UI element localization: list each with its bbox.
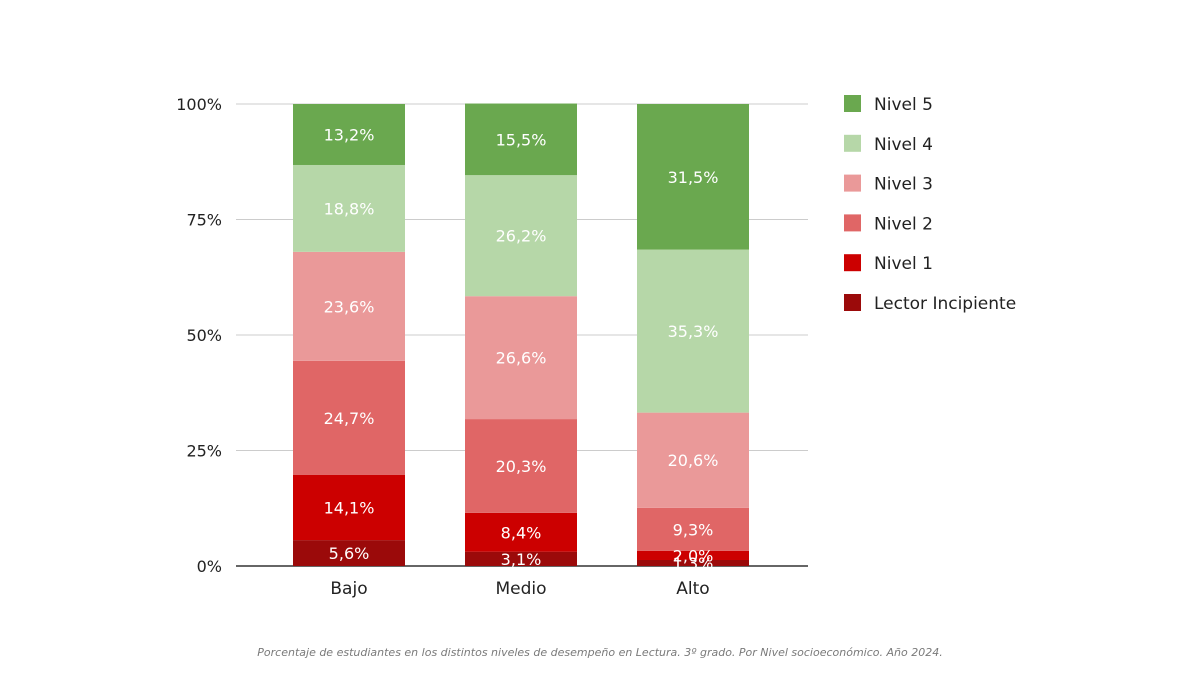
data-label: 15,5% <box>496 130 547 149</box>
data-label: 20,6% <box>668 451 719 470</box>
legend-swatch <box>844 134 861 152</box>
bar-stack-bajo: 5,6% 14,1% 24,7% 23,6% 18,8% 13,2% Bajo <box>293 104 405 599</box>
data-label: 3,1% <box>501 550 542 569</box>
data-label: 1,3% <box>673 554 714 573</box>
x-tick-label: Medio <box>495 579 546 599</box>
x-tick-label: Alto <box>676 579 709 599</box>
legend-label: Lector Incipiente <box>874 294 1016 314</box>
bar-stack-alto: 1,3%2,0% 9,3% 20,6% 35,3% 31,5% Alto <box>637 104 749 599</box>
legend-swatch <box>844 174 861 192</box>
data-label: 2,0% <box>673 546 714 565</box>
y-tick-label: 100% <box>176 95 222 114</box>
y-tick-label: 50% <box>186 326 222 345</box>
legend-swatch <box>844 214 861 232</box>
x-tick-label: Bajo <box>330 579 367 599</box>
bar-segment <box>293 360 405 475</box>
bar-segment <box>465 175 577 297</box>
data-label: 26,2% <box>496 227 547 246</box>
bar-segment <box>465 103 577 176</box>
data-label: 31,5% <box>668 168 719 187</box>
bar-segment <box>293 251 405 361</box>
bar-segment <box>637 249 749 413</box>
bar-segment <box>637 104 749 250</box>
bar-segment <box>637 559 749 566</box>
y-tick-label: 25% <box>186 442 222 461</box>
legend-label: Nivel 4 <box>874 135 933 155</box>
bar-segment <box>293 540 405 566</box>
bar-segment <box>637 550 749 560</box>
legend-swatch <box>844 95 861 112</box>
data-label: 24,7% <box>324 409 375 428</box>
y-tick-label: 0% <box>197 557 222 576</box>
data-label: 8,4% <box>501 523 542 542</box>
data-label: 23,6% <box>324 297 375 316</box>
data-label: 9,3% <box>673 520 714 539</box>
bar-segment <box>293 474 405 541</box>
legend-label: Nivel 3 <box>874 175 933 195</box>
legend-swatch <box>844 294 861 311</box>
bar-segment <box>637 412 749 508</box>
legend-label: Nivel 2 <box>874 214 933 234</box>
bars: 5,6% 14,1% 24,7% 23,6% 18,8% 13,2% Bajo 3,1% 8,4… <box>293 103 749 599</box>
data-label: 20,3% <box>496 457 547 476</box>
bar-segment <box>465 512 577 552</box>
data-label: 35,3% <box>668 322 719 341</box>
data-label: 14,1% <box>324 499 375 518</box>
bar-stack-medio: 3,1% 8,4% 20,3% 26,6% 26,2% 15,5% Medio <box>465 103 577 599</box>
legend-swatch <box>844 254 861 272</box>
data-label: 18,8% <box>324 199 375 218</box>
chart-caption: Porcentaje de estudiantes en los distint… <box>257 646 943 659</box>
y-tick-label: 75% <box>186 211 222 230</box>
bar-segment <box>293 104 405 165</box>
legend-label: Nivel 1 <box>874 254 933 274</box>
y-axis: 0% 25% 50% 75% 100% <box>176 95 222 576</box>
bar-segment <box>465 296 577 420</box>
bar-segment <box>465 419 577 513</box>
data-label: 26,6% <box>496 349 547 368</box>
data-label: 5,6% <box>329 544 370 563</box>
legend: Nivel 5 Nivel 4 Nivel 3 Nivel 2 Nivel 1 Lecto… <box>844 95 1016 314</box>
bar-segment <box>465 551 577 566</box>
legend-label: Nivel 5 <box>874 95 933 115</box>
data-label: 13,2% <box>324 125 375 144</box>
bar-segment <box>637 507 749 551</box>
bar-segment <box>293 164 405 252</box>
